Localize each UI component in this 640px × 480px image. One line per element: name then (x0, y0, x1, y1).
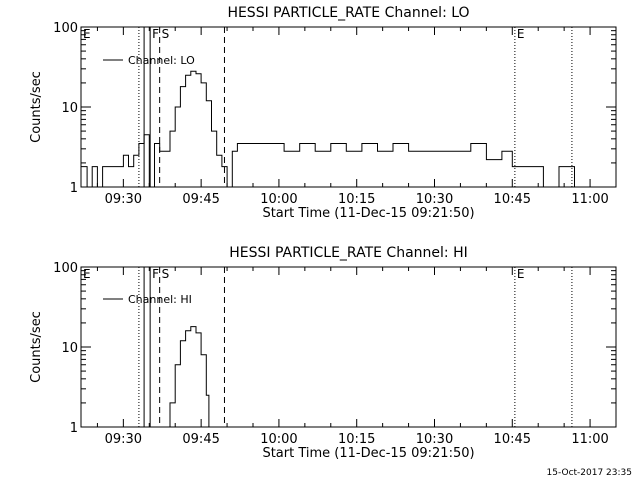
y-tick-label: 1 (70, 181, 78, 196)
y-tick-label: 100 (53, 21, 78, 36)
x-axis-label: Start Time (11-Dec-15 09:21:50) (262, 446, 474, 461)
x-tick-label: 10:15 (338, 192, 375, 207)
event-marker-label: E (83, 267, 91, 281)
series-line-channel-lo (81, 70, 591, 188)
event-marker-label: F (152, 27, 159, 41)
x-tick-label: 09:45 (182, 192, 219, 207)
y-tick-label: 1 (70, 421, 78, 436)
event-marker-label: E (517, 27, 525, 41)
y-tick-label: 10 (61, 101, 78, 116)
chart-title: HESSI PARTICLE_RATE Channel: LO (227, 5, 469, 21)
y-axis-label: Counts/sec (29, 71, 44, 143)
legend-entry: Channel: HI (128, 293, 192, 306)
plot-frame (80, 266, 617, 428)
event-marker-label: F (152, 267, 159, 281)
x-tick-label: 11:00 (571, 432, 608, 447)
x-tick-label: 10:45 (494, 432, 531, 447)
x-tick-label: 09:30 (105, 192, 142, 207)
x-tick-label: 10:00 (260, 192, 297, 207)
event-marker-label: E (517, 267, 525, 281)
y-tick-label: 10 (61, 341, 78, 356)
x-tick-label: 10:45 (494, 192, 531, 207)
x-tick-label: 09:45 (182, 432, 219, 447)
y-axis-label: Counts/sec (29, 311, 44, 383)
x-tick-label: 11:00 (571, 192, 608, 207)
x-tick-label: 09:30 (105, 432, 142, 447)
x-tick-label: 10:30 (416, 432, 453, 447)
event-marker-label: S (162, 267, 170, 281)
event-marker-label: E (83, 27, 91, 41)
event-marker-label: S (162, 27, 170, 41)
x-tick-label: 10:30 (416, 192, 453, 207)
series-line-channel-hi (167, 326, 210, 428)
y-tick-label: 100 (53, 261, 78, 276)
legend-entry: Channel: LO (128, 54, 195, 67)
x-tick-label: 10:15 (338, 432, 375, 447)
footer-date: 15-Oct-2017 23:35 (547, 468, 632, 478)
plot-frame (80, 26, 617, 188)
x-axis-label: Start Time (11-Dec-15 09:21:50) (262, 206, 474, 221)
x-tick-label: 10:00 (260, 432, 297, 447)
chart-title: HESSI PARTICLE_RATE Channel: HI (229, 245, 467, 261)
